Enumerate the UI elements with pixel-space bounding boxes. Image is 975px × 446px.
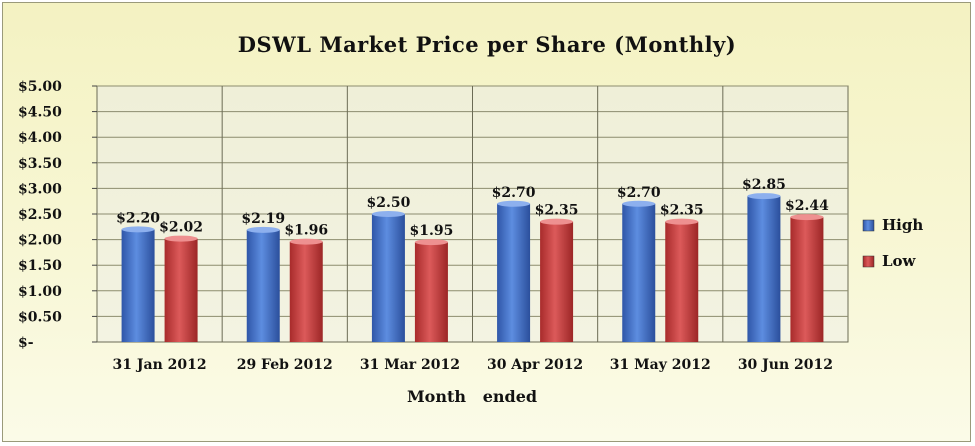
bar-cap <box>622 200 656 207</box>
bar-high <box>747 196 781 342</box>
y-tick-label: $1.00 <box>18 284 62 300</box>
bar-cap <box>414 239 448 246</box>
y-tick-label: $0.50 <box>18 309 62 325</box>
bar-low <box>790 217 824 342</box>
bar-low <box>289 241 323 342</box>
legend-label: High <box>882 216 923 234</box>
y-tick-label: $4.50 <box>18 105 62 121</box>
x-axis-title: Month ended <box>407 387 537 406</box>
legend: High Low <box>862 216 923 270</box>
bar-cap <box>540 218 574 225</box>
data-label: $2.85 <box>742 177 786 193</box>
x-tick-label: 31 Mar 2012 <box>360 357 460 373</box>
y-tick-label: $1.50 <box>18 258 62 274</box>
data-label: $2.19 <box>241 211 285 227</box>
bar-cap <box>371 211 405 217</box>
bar-cap <box>289 238 323 245</box>
bar-low <box>414 242 448 342</box>
bar-cap <box>747 193 781 200</box>
data-label: $2.35 <box>535 203 579 219</box>
x-tick-label: 29 Feb 2012 <box>237 357 333 373</box>
bar-cap <box>665 218 699 225</box>
bar-low <box>665 221 699 342</box>
legend-swatch <box>862 219 875 232</box>
y-tick-label: $4.00 <box>18 130 62 146</box>
bar-cap <box>497 200 531 207</box>
data-label: $2.35 <box>660 203 704 219</box>
x-tick-label: 31 May 2012 <box>610 357 711 373</box>
bar-low <box>540 221 574 342</box>
bar-high <box>497 203 531 342</box>
x-tick-label: 30 Apr 2012 <box>487 357 583 373</box>
bar-high <box>246 229 280 342</box>
bar-cap <box>246 226 280 233</box>
y-tick-label: $2.00 <box>18 233 62 249</box>
legend-swatch <box>862 255 875 268</box>
bar-low <box>164 238 198 342</box>
data-label: $1.95 <box>409 223 453 239</box>
data-label: $2.70 <box>617 185 661 201</box>
chart-title: DSWL Market Price per Share (Monthly) <box>238 32 736 57</box>
bar-cap <box>121 226 155 233</box>
data-label: $2.20 <box>116 210 160 226</box>
x-tick-label: 30 Jun 2012 <box>738 357 833 373</box>
bar-cap <box>790 214 824 221</box>
y-tick-label: $3.50 <box>18 156 62 172</box>
y-tick-label: $5.00 <box>18 79 62 95</box>
y-tick-label: $3.00 <box>18 181 62 197</box>
x-tick-label: 31 Jan 2012 <box>113 357 207 373</box>
data-label: $1.96 <box>284 223 328 239</box>
y-tick-label: $- <box>18 335 34 351</box>
y-tick-label: $2.50 <box>18 207 62 223</box>
bar-cap <box>164 235 198 242</box>
data-label: $2.44 <box>785 198 829 214</box>
legend-label: Low <box>882 252 917 270</box>
data-label: $2.02 <box>159 220 203 236</box>
data-label: $2.50 <box>366 195 410 211</box>
bar-high <box>622 203 656 342</box>
bar-high <box>371 214 405 342</box>
data-label: $2.70 <box>492 185 536 201</box>
bar-high <box>121 229 155 342</box>
